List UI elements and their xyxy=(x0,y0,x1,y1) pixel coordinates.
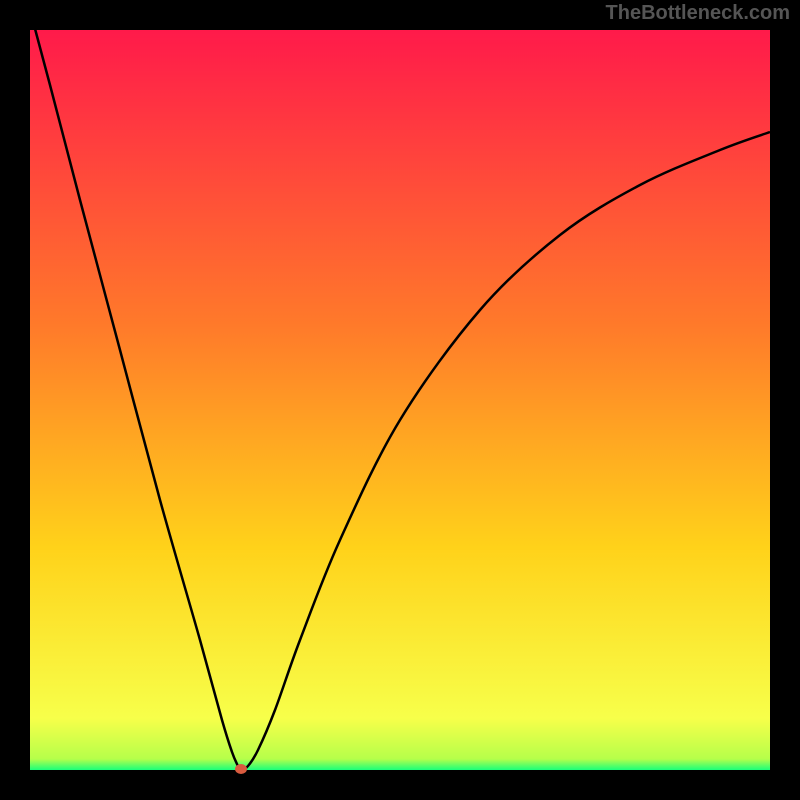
chart-container: TheBottleneck.com xyxy=(0,0,800,800)
bottleneck-curve xyxy=(30,10,770,770)
curve-layer xyxy=(0,0,800,800)
watermark-text: TheBottleneck.com xyxy=(606,2,790,25)
minimum-marker xyxy=(235,764,247,774)
